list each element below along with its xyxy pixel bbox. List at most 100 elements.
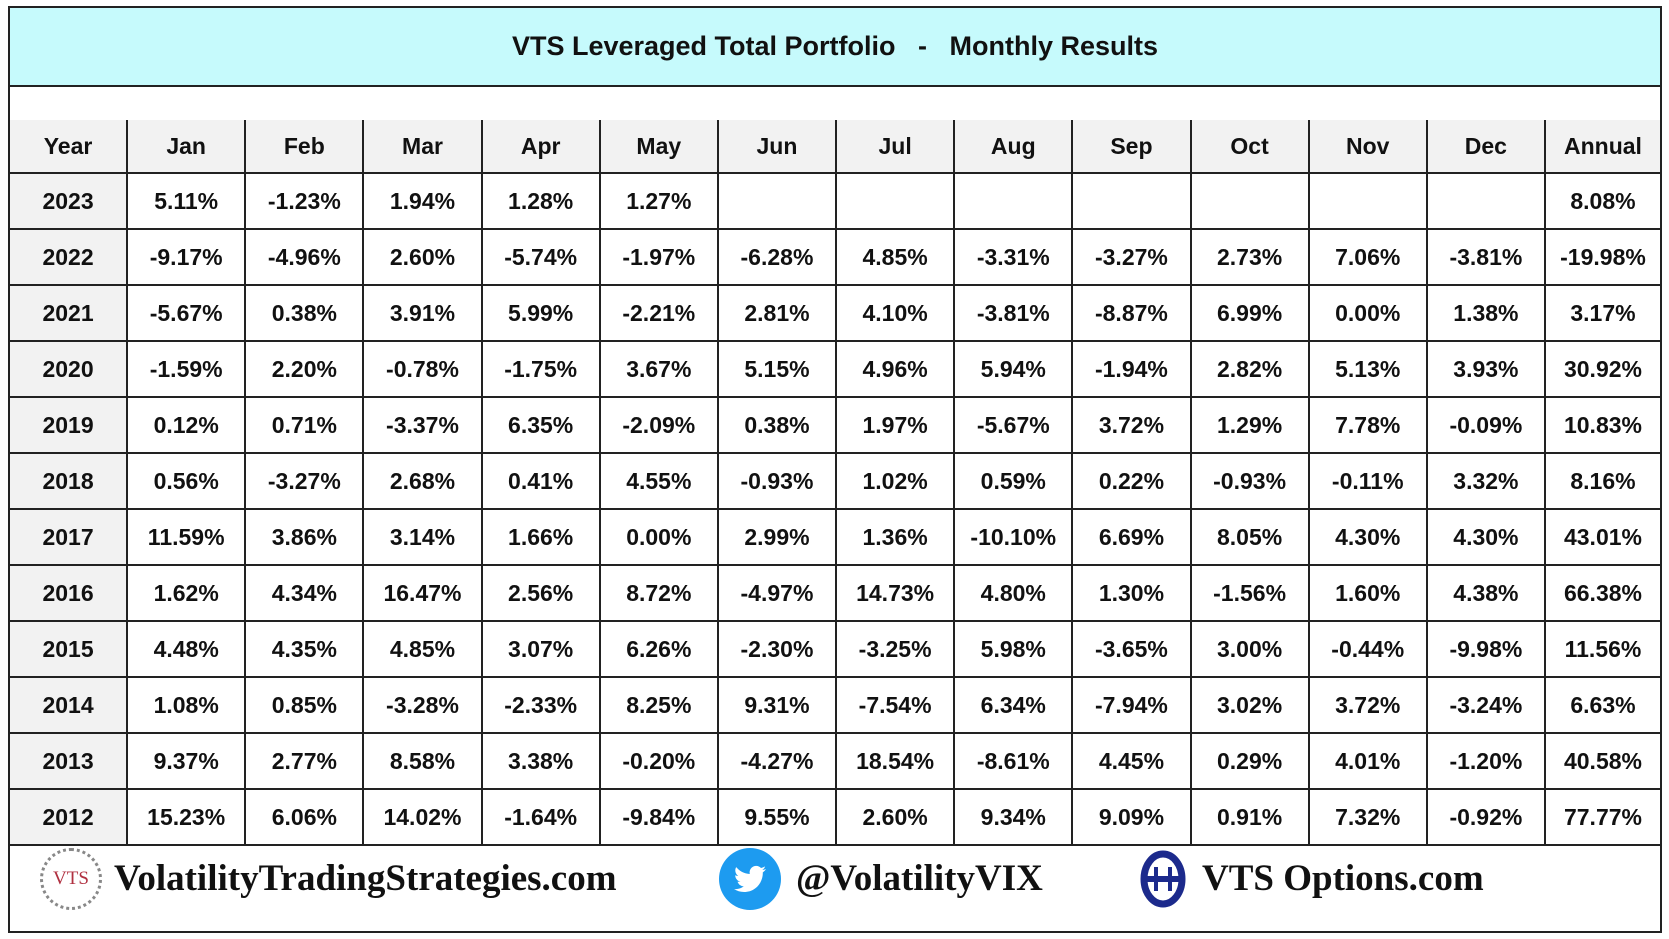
monthly-return-cell: 4.48%	[126, 620, 247, 678]
monthly-return-cell: 4.80%	[953, 564, 1074, 622]
monthly-return-cell: 9.09%	[1071, 788, 1192, 846]
year-cell: 2023	[10, 172, 129, 230]
monthly-return-cell: 15.23%	[126, 788, 247, 846]
column-header-year: Year	[10, 120, 129, 174]
column-header-annual: Annual	[1543, 120, 1660, 174]
column-header-nov: Nov	[1307, 120, 1428, 174]
monthly-return-cell: 7.78%	[1307, 396, 1428, 454]
monthly-return-cell: -2.21%	[598, 284, 719, 342]
monthly-return-cell: 9.55%	[716, 788, 838, 846]
monthly-return-cell: 1.29%	[1189, 396, 1310, 454]
monthly-return-cell: -1.94%	[1071, 340, 1192, 398]
monthly-return-cell: -7.94%	[1071, 676, 1192, 734]
annual-return-cell: 6.63%	[1543, 676, 1660, 734]
annual-return-cell: 10.83%	[1543, 396, 1660, 454]
monthly-return-cell: -0.93%	[716, 452, 838, 510]
table-row: 2017 11.59% 3.86% 3.14% 1.66% 0.00% 2.99% 1.36%…	[10, 508, 1660, 566]
options-branding: VTS Options.com	[1138, 826, 1484, 931]
monthly-return-cell: 0.85%	[244, 676, 365, 734]
monthly-return-cell: 7.06%	[1307, 228, 1428, 286]
monthly-return-cell: 2.82%	[1189, 340, 1310, 398]
monthly-return-cell: 4.85%	[362, 620, 483, 678]
table-row: 2012 15.23% 6.06% 14.02% -1.64% -9.84% 9.55% 2.…	[10, 788, 1660, 846]
column-header-jan: Jan	[126, 120, 247, 174]
results-frame: VTS Leveraged Total Portfolio - Monthly …	[8, 6, 1662, 933]
monthly-return-cell: 2.60%	[362, 228, 483, 286]
monthly-return-cell: 1.30%	[1071, 564, 1192, 622]
monthly-return-cell: 1.66%	[480, 508, 601, 566]
monthly-return-cell: 4.10%	[835, 284, 956, 342]
monthly-return-cell: -9.17%	[126, 228, 247, 286]
monthly-return-cell: -1.75%	[480, 340, 601, 398]
monthly-return-cell: 3.86%	[244, 508, 365, 566]
monthly-return-cell: -10.10%	[953, 508, 1074, 566]
year-cell: 2018	[10, 452, 129, 510]
monthly-return-cell: -1.56%	[1189, 564, 1310, 622]
monthly-return-cell: -2.09%	[598, 396, 719, 454]
theta-logo-icon	[1140, 850, 1186, 907]
monthly-return-cell: 1.02%	[835, 452, 956, 510]
column-header-feb: Feb	[244, 120, 365, 174]
monthly-return-cell: 11.59%	[126, 508, 247, 566]
title-spacer	[10, 87, 1660, 122]
year-cell: 2014	[10, 676, 129, 734]
table-row: 2023 5.11% -1.23% 1.94% 1.28% 1.27% 8.08%	[10, 172, 1660, 230]
monthly-return-cell: -1.64%	[480, 788, 601, 846]
monthly-return-cell: 4.30%	[1425, 508, 1546, 566]
monthly-return-cell: -3.81%	[1425, 228, 1546, 286]
year-cell: 2015	[10, 620, 129, 678]
table-header-row: Year Jan Feb Mar Apr May Jun Jul Aug Sep Oct Nov Dec…	[10, 120, 1660, 174]
monthly-return-cell: -3.27%	[1071, 228, 1192, 286]
monthly-return-cell: 16.47%	[362, 564, 483, 622]
monthly-return-cell: 0.91%	[1189, 788, 1310, 846]
monthly-return-cell: -0.20%	[598, 732, 719, 790]
monthly-return-cell: -5.67%	[126, 284, 247, 342]
table-row: 2022 -9.17% -4.96% 2.60% -5.74% -1.97% -6.28% 4…	[10, 228, 1660, 286]
monthly-return-cell: 3.72%	[1307, 676, 1428, 734]
monthly-return-cell: 5.13%	[1307, 340, 1428, 398]
twitter-handle-text: @VolatilityVIX	[796, 858, 1043, 899]
monthly-return-cell: 0.00%	[1307, 284, 1428, 342]
monthly-return-cell	[953, 172, 1074, 230]
table-row: 2014 1.08% 0.85% -3.28% -2.33% 8.25% 9.31% -7.5…	[10, 676, 1660, 734]
column-header-mar: Mar	[362, 120, 483, 174]
monthly-return-cell: 2.68%	[362, 452, 483, 510]
annual-return-cell: 8.16%	[1543, 452, 1660, 510]
annual-return-cell: -19.98%	[1543, 228, 1660, 286]
twitter-bird-icon	[719, 847, 781, 910]
monthly-return-cell: 3.91%	[362, 284, 483, 342]
monthly-return-cell: -6.28%	[716, 228, 838, 286]
monthly-return-cell: -7.54%	[835, 676, 956, 734]
monthly-return-cell	[1189, 172, 1310, 230]
monthly-return-cell: 3.93%	[1425, 340, 1546, 398]
monthly-return-cell: 4.96%	[835, 340, 956, 398]
monthly-return-cell: 2.99%	[716, 508, 838, 566]
column-header-oct: Oct	[1189, 120, 1310, 174]
monthly-return-cell	[1425, 172, 1546, 230]
monthly-return-cell: 5.98%	[953, 620, 1074, 678]
year-cell: 2021	[10, 284, 129, 342]
monthly-return-cell: -3.31%	[953, 228, 1074, 286]
monthly-return-cell: -1.23%	[244, 172, 365, 230]
monthly-return-cell: 5.94%	[953, 340, 1074, 398]
monthly-return-cell: -0.44%	[1307, 620, 1428, 678]
monthly-return-cell: -3.25%	[835, 620, 956, 678]
annual-return-cell: 8.08%	[1543, 172, 1660, 230]
monthly-return-cell: -8.61%	[953, 732, 1074, 790]
monthly-return-cell: -3.28%	[362, 676, 483, 734]
annual-return-cell: 3.17%	[1543, 284, 1660, 342]
monthly-return-cell: 4.34%	[244, 564, 365, 622]
monthly-return-cell: -0.11%	[1307, 452, 1428, 510]
monthly-return-cell: 2.73%	[1189, 228, 1310, 286]
monthly-return-cell: -3.27%	[244, 452, 365, 510]
monthly-return-cell: 2.20%	[244, 340, 365, 398]
monthly-return-cell: 9.37%	[126, 732, 247, 790]
vts-logo-icon: VTS	[40, 847, 102, 910]
monthly-return-cell: 1.08%	[126, 676, 247, 734]
year-cell: 2017	[10, 508, 129, 566]
monthly-return-cell	[716, 172, 838, 230]
column-header-apr: Apr	[480, 120, 601, 174]
table-body: 2023 5.11% -1.23% 1.94% 1.28% 1.27% 8.08% 2022-…	[10, 172, 1660, 846]
monthly-return-cell: 6.06%	[244, 788, 365, 846]
monthly-return-cell: 3.00%	[1189, 620, 1310, 678]
